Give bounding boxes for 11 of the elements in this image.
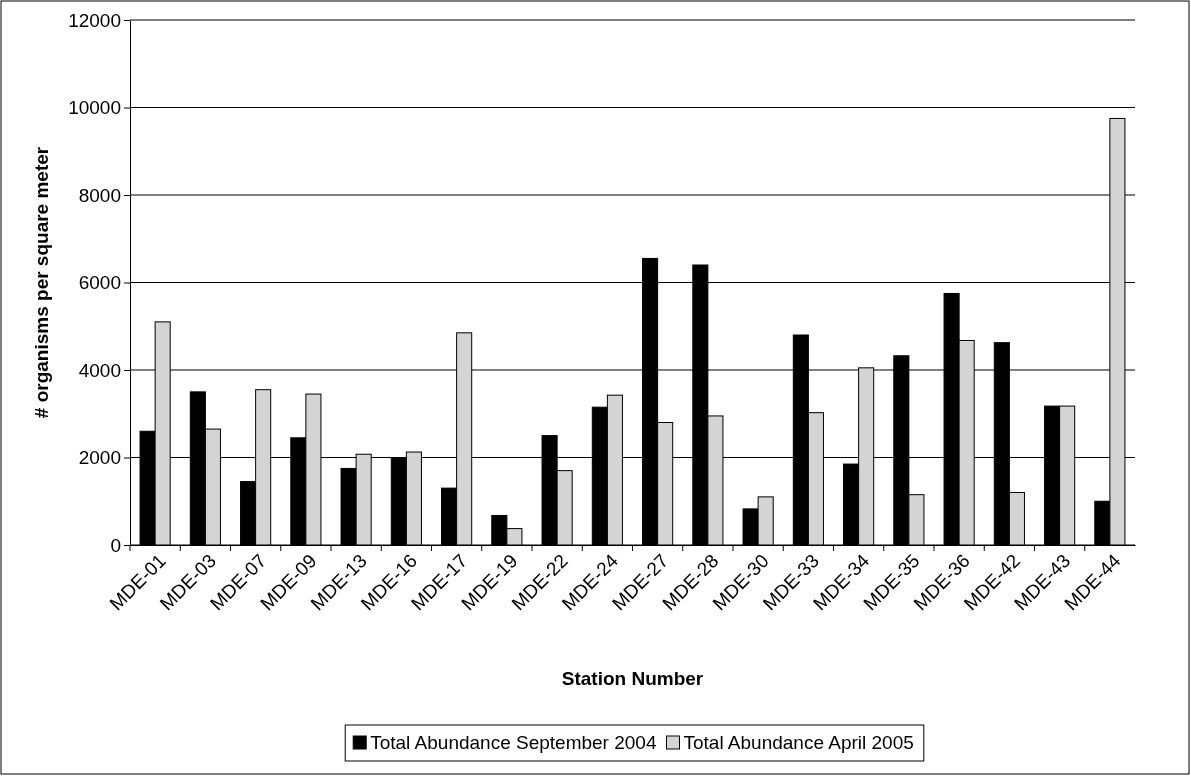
- legend-label: Total Abundance April 2005: [683, 732, 914, 753]
- y-tick-label: 2000: [78, 447, 121, 469]
- x-axis-title: Station Number: [561, 668, 704, 689]
- y-axis-title: # organisms per square meter: [31, 146, 52, 419]
- y-tick-label: 12000: [68, 9, 121, 31]
- y-tick-label: 8000: [78, 184, 121, 206]
- y-tick-label: 0: [110, 534, 121, 556]
- y-tick-label: 4000: [78, 359, 121, 381]
- y-tick-label: 10000: [68, 97, 121, 119]
- legend-label: Total Abundance September 2004: [370, 732, 657, 753]
- y-tick-label: 6000: [78, 272, 121, 294]
